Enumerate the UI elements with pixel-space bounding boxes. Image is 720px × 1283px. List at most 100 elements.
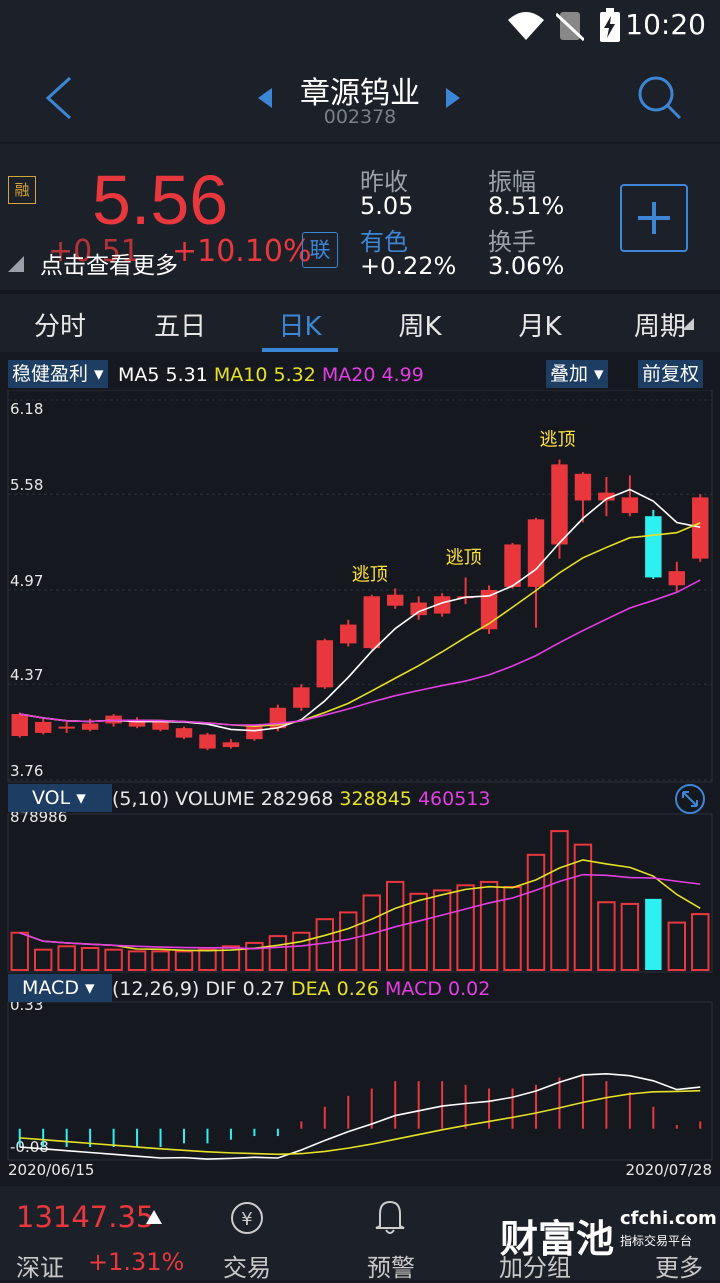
macd-legend: (12,26,9) DIF 0.27 DEA 0.26 MACD 0.02 — [112, 978, 490, 1000]
volume-bar — [127, 950, 147, 972]
nav-alert[interactable]: 预警 — [367, 1254, 415, 1282]
quote-panel[interactable]: 融 5.56 +0.51 +10.10% 联 点击查看更多 昨收 5.05 有色… — [0, 144, 720, 290]
ma5-label: MA5 — [118, 364, 160, 386]
volume-max-label: 878986 — [10, 808, 67, 826]
candle-body — [222, 742, 240, 748]
candle-body — [621, 497, 639, 514]
up-arrow-icon — [146, 1210, 162, 1224]
overlay-select[interactable]: 叠加 ▾ — [546, 360, 608, 388]
ma20-line — [19, 579, 701, 726]
tab-weekly-k[interactable]: 周K — [398, 312, 442, 342]
ma10-value: 5.32 — [273, 364, 316, 386]
candle-body — [152, 721, 169, 730]
bottom-nav: 13147.35 深证 +1.31% ¥ 交易 预警 加分组 更多 财富池 cf… — [0, 1186, 720, 1282]
ma20-value: 4.99 — [381, 364, 424, 386]
candle-body — [128, 720, 146, 727]
volume-legend: (5,10) VOLUME 282968 328845 460513 — [112, 788, 490, 810]
index-value[interactable]: 13147.35 — [16, 1200, 155, 1234]
candle-body — [386, 594, 404, 606]
vol-indicator-select[interactable]: VOL ▾ — [8, 784, 112, 812]
svg-text:¥: ¥ — [241, 1209, 252, 1230]
index-name: 深证 — [16, 1254, 64, 1282]
escape-top-signal: 逃顶 — [539, 430, 575, 451]
macd-indicator-select[interactable]: MACD ▾ — [8, 974, 112, 1002]
candle-body — [363, 596, 380, 649]
volume-bar — [645, 898, 662, 970]
volume-bar — [479, 880, 499, 972]
kline-chart[interactable]: 6.185.584.974.373.76逃顶逃顶逃顶8789860.33-0.0… — [0, 390, 720, 1180]
nav-more[interactable]: 更多 — [655, 1254, 703, 1282]
start-date-label: 2020/06/15 — [8, 1161, 94, 1179]
yuan-icon: ¥ — [231, 1202, 263, 1234]
candle-body — [34, 721, 52, 733]
volume-bar — [174, 950, 194, 972]
candle-body — [598, 492, 615, 501]
volume-bar — [10, 931, 29, 971]
vol-name: VOL — [32, 787, 71, 809]
candle-body — [340, 624, 357, 644]
battery-charging-icon — [600, 8, 620, 42]
candle-body — [574, 473, 592, 501]
stock-name: 章源钨业 — [300, 76, 420, 111]
margin-badge: 融 — [8, 176, 36, 204]
candle-body — [551, 464, 568, 545]
prev-close-label: 昨收 — [360, 168, 408, 196]
volume-panel-frame — [7, 813, 713, 973]
price-panel-frame — [7, 390, 713, 783]
expand-icon[interactable] — [674, 783, 706, 815]
volume-bar — [57, 945, 76, 972]
candle-body — [668, 571, 686, 586]
macd-dea: 0.26 — [336, 978, 379, 1000]
logo-site: cfchi.com — [620, 1208, 717, 1229]
price-tick-label: 6.18 — [10, 400, 43, 418]
corner-triangle-icon — [8, 256, 24, 272]
tab-monthly-k[interactable]: 月K — [518, 312, 562, 342]
period-tabs: 分时 五日 日K 周K 月K 周期 — [0, 294, 720, 352]
strategy-select[interactable]: 稳健盈利 ▾ — [8, 360, 108, 388]
stock-header: 章源钨业 002378 — [0, 52, 720, 142]
volume-bar — [691, 913, 710, 972]
volume-bar — [432, 889, 452, 971]
amplitude-value: 8.51% — [488, 192, 565, 220]
amplitude-label: 振幅 — [488, 168, 536, 196]
price-tick-label: 5.58 — [10, 476, 43, 494]
back-icon[interactable] — [40, 76, 80, 120]
status-bar: 10:20 — [0, 0, 720, 52]
candle-body — [293, 687, 310, 708]
link-badge[interactable]: 联 — [302, 232, 338, 268]
price-tick-label: 4.37 — [10, 666, 43, 684]
adjust-select[interactable]: 前复权 — [638, 360, 704, 388]
nav-add-group[interactable]: 加分组 — [499, 1254, 571, 1282]
candle-body — [527, 519, 545, 587]
volume-value: 282968 — [260, 788, 334, 810]
candle-body — [504, 544, 521, 587]
price-tick-label: 3.76 — [10, 762, 43, 780]
volume-ma10-line — [19, 873, 701, 950]
volume-bar — [221, 945, 241, 972]
tab-daily-k[interactable]: 日K — [278, 312, 322, 342]
active-tab-indicator — [262, 348, 338, 352]
prev-stock-icon[interactable] — [258, 88, 274, 108]
price-tick-label: 4.97 — [10, 572, 43, 590]
volume-bar — [362, 894, 381, 971]
volume-ma5: 328845 — [339, 788, 412, 810]
add-watchlist-button[interactable] — [620, 184, 688, 252]
next-stock-icon[interactable] — [444, 88, 460, 108]
bell-icon — [375, 1200, 405, 1234]
tab-period[interactable]: 周期 — [633, 312, 686, 342]
sector-label[interactable]: 有色 — [360, 228, 408, 256]
volume-bar — [80, 946, 100, 971]
logo-text: 财富池 — [500, 1217, 615, 1261]
status-time: 10:20 — [625, 8, 706, 41]
volume-ma10: 460513 — [417, 788, 491, 810]
escape-top-signal: 逃顶 — [446, 547, 482, 568]
volume-bar — [620, 902, 640, 972]
tab-five-day[interactable]: 五日 — [153, 312, 206, 342]
stock-code: 002378 — [323, 106, 397, 128]
tab-intraday[interactable]: 分时 — [33, 312, 86, 342]
search-icon[interactable] — [636, 74, 682, 120]
ma-legend: MA5 5.31 MA10 5.32 MA20 4.99 — [118, 364, 424, 386]
nav-trade[interactable]: 交易 — [223, 1254, 271, 1282]
volume-bar — [268, 935, 288, 971]
more-info-tip[interactable]: 点击查看更多 — [40, 253, 178, 279]
